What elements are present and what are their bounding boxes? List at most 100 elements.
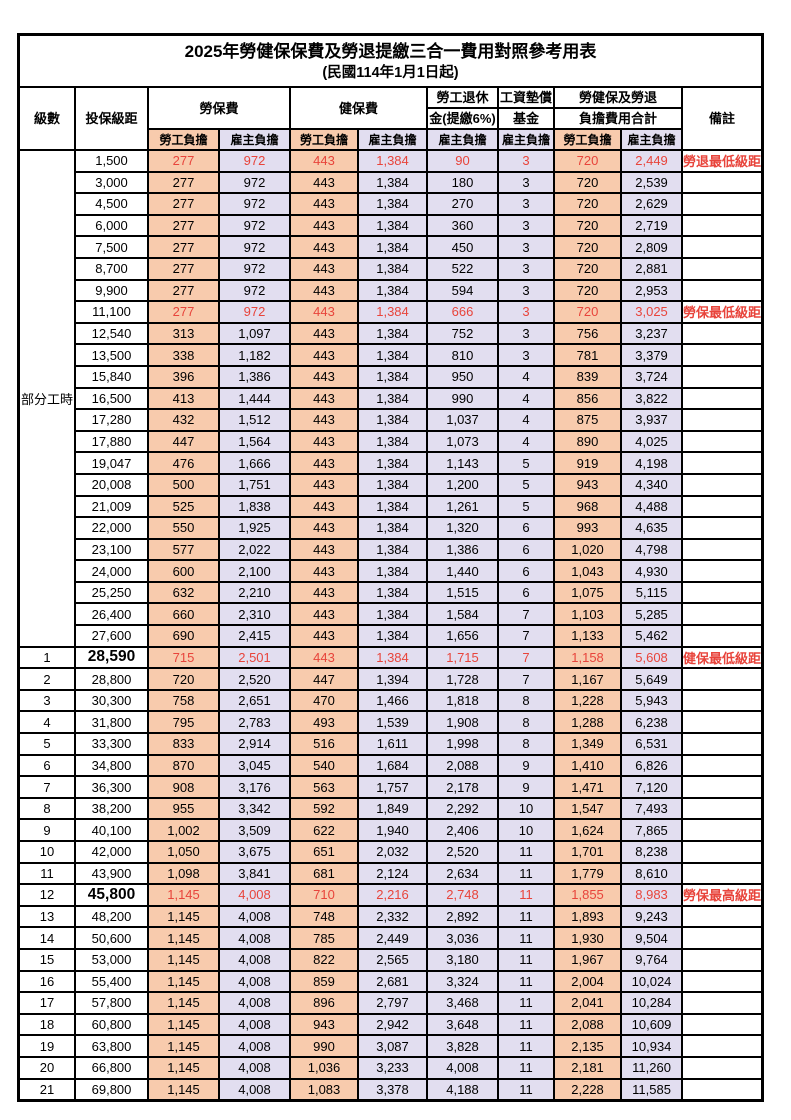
value-cell: 2,449: [357, 926, 429, 950]
value-cell: 990: [289, 1034, 360, 1058]
remark-cell: [681, 472, 764, 497]
remark-cell: [681, 559, 764, 583]
value-cell: 11,260: [620, 1055, 684, 1080]
value-cell: 2,520: [218, 667, 292, 691]
table-row: 8,700 277 972 443 1,384 522 3 720 2,881: [19, 256, 764, 281]
value-cell: 277: [147, 170, 221, 195]
table-row: 20,008 500 1,751 443 1,384 1,200 5 943 4,340: [19, 472, 764, 497]
table-row: 7 36,300 908 3,176 563 1,757 2,178 9 1,471 7,120: [17, 775, 764, 799]
value-cell: 443: [289, 149, 360, 173]
value-cell: 6: [497, 537, 556, 562]
value-cell: 1,083: [289, 1077, 360, 1102]
value-cell: 443: [289, 624, 360, 648]
value-cell: 577: [147, 537, 221, 562]
value-cell: 1,020: [553, 537, 623, 562]
bracket-cell: 17,280: [74, 408, 150, 432]
remark-cell: [681, 947, 764, 972]
subheader-wage-fund-employer: 雇主負擔: [497, 128, 556, 151]
value-cell: 277: [147, 149, 221, 173]
value-cell: 8,238: [620, 840, 684, 864]
value-cell: 1,384: [357, 429, 429, 454]
value-cell: 972: [218, 300, 292, 324]
value-cell: 2,719: [620, 213, 684, 238]
value-cell: 651: [289, 840, 360, 864]
remark-cell: [681, 1012, 764, 1037]
value-cell: 10,609: [620, 1012, 684, 1037]
value-cell: 443: [289, 559, 360, 583]
value-cell: 1,386: [426, 537, 500, 562]
value-cell: 525: [147, 494, 221, 519]
value-cell: 1,384: [357, 559, 429, 583]
value-cell: 3,937: [620, 408, 684, 432]
value-cell: 443: [289, 364, 360, 389]
table-row: 4,500 277 972 443 1,384 270 3 720 2,629: [19, 192, 764, 216]
value-cell: 3,324: [426, 969, 500, 994]
value-cell: 443: [289, 213, 360, 238]
bracket-cell: 30,300: [74, 688, 150, 713]
value-cell: 4,635: [620, 516, 684, 540]
value-cell: 4,008: [218, 883, 292, 907]
value-cell: 795: [147, 710, 221, 735]
value-cell: 1,384: [357, 149, 429, 173]
value-cell: 1,349: [553, 732, 623, 756]
value-cell: 2,520: [426, 840, 500, 864]
value-cell: 432: [147, 408, 221, 432]
value-cell: 443: [289, 602, 360, 627]
value-cell: 1,320: [426, 516, 500, 540]
value-cell: 943: [553, 472, 623, 497]
value-cell: 2,629: [620, 192, 684, 216]
value-cell: 4,488: [620, 494, 684, 519]
value-cell: 1,145: [147, 947, 221, 972]
value-cell: 277: [147, 278, 221, 303]
value-cell: 11: [497, 969, 556, 994]
remark-cell: [681, 170, 764, 195]
bracket-cell: 28,590: [74, 645, 150, 670]
value-cell: 443: [289, 300, 360, 324]
table-row: 13 48,200 1,145 4,008 748 2,332 2,892 11 1,893 9,…: [17, 904, 764, 929]
value-cell: 972: [218, 149, 292, 173]
value-cell: 3,841: [218, 861, 292, 886]
value-cell: 443: [289, 386, 360, 411]
header-row-1: 級數 投保級距 勞保費 健保費 勞工退休 工資墊償 勞健保及勞退 備註: [17, 86, 764, 151]
value-cell: 1,097: [218, 321, 292, 346]
value-cell: 1,967: [553, 947, 623, 972]
bracket-cell: 43,900: [74, 861, 150, 886]
value-cell: 516: [289, 732, 360, 756]
value-cell: 1,779: [553, 861, 623, 886]
value-cell: 8: [497, 710, 556, 735]
table-row: 12 45,800 1,145 4,008 710 2,216 2,748 11 1,855 8,…: [17, 883, 764, 907]
table-row: 15,840 396 1,386 443 1,384 950 4 839 3,724: [19, 364, 764, 389]
level-cell: 21: [17, 1077, 77, 1102]
value-cell: 972: [218, 213, 292, 238]
value-cell: 3,378: [357, 1077, 429, 1102]
value-cell: 1,384: [357, 516, 429, 540]
value-cell: 550: [147, 516, 221, 540]
value-cell: 833: [147, 732, 221, 756]
subheader-total-employer: 雇主負擔: [620, 128, 684, 151]
value-cell: 1,384: [357, 213, 429, 238]
table-row: 9,900 277 972 443 1,384 594 3 720 2,953: [19, 278, 764, 303]
value-cell: 1,037: [426, 408, 500, 432]
remark-cell: [681, 192, 764, 216]
value-cell: 8,610: [620, 861, 684, 886]
value-cell: 2,100: [218, 559, 292, 583]
value-cell: 1,145: [147, 926, 221, 950]
value-cell: 2,216: [357, 883, 429, 907]
value-cell: 972: [218, 256, 292, 281]
value-cell: 856: [553, 386, 623, 411]
value-cell: 1,410: [553, 753, 623, 778]
value-cell: 720: [553, 149, 623, 173]
value-cell: 4: [497, 364, 556, 389]
table-row: 6 34,800 870 3,045 540 1,684 2,088 9 1,410 6,826: [17, 753, 764, 778]
table-row: 17,280 432 1,512 443 1,384 1,037 4 875 3,937: [19, 408, 764, 432]
value-cell: 720: [553, 192, 623, 216]
level-cell: 11: [17, 861, 77, 886]
value-cell: 1,002: [147, 818, 221, 842]
bracket-cell: 31,800: [74, 710, 150, 735]
remark-cell: [681, 580, 764, 605]
bracket-cell: 12,540: [74, 321, 150, 346]
value-cell: 11: [497, 1012, 556, 1037]
value-cell: 5,115: [620, 580, 684, 605]
value-cell: 2,748: [426, 883, 500, 907]
value-cell: 1,471: [553, 775, 623, 799]
